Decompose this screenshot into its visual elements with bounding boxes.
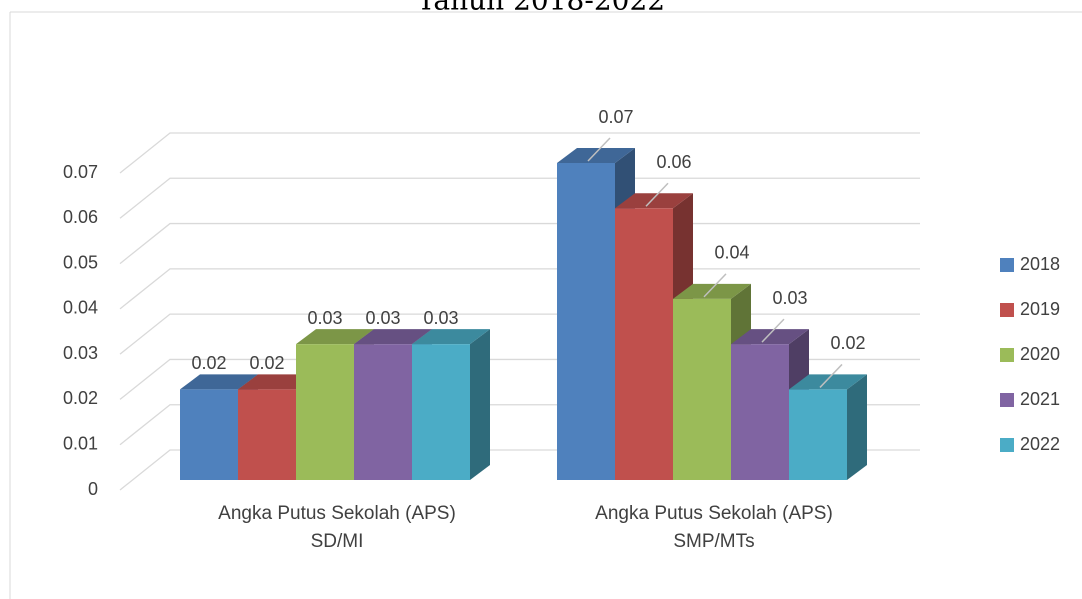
grid-line xyxy=(119,132,920,174)
y-tick-label: 0.07 xyxy=(63,162,98,182)
value-label: 0.02 xyxy=(830,333,865,353)
bar xyxy=(731,344,789,480)
leader-line xyxy=(819,363,843,388)
leader-line xyxy=(703,273,727,298)
value-label: 0.07 xyxy=(598,107,633,127)
value-label: 0.03 xyxy=(307,308,342,328)
legend-label: 2019 xyxy=(1020,299,1060,319)
value-label: 0.02 xyxy=(191,353,226,373)
grid-line xyxy=(119,222,920,265)
legend-label: 2021 xyxy=(1020,389,1060,409)
y-tick-label: 0.05 xyxy=(63,252,98,272)
bar xyxy=(238,389,296,480)
y-tick-label: 0.03 xyxy=(63,343,98,363)
bar xyxy=(615,208,673,481)
value-label: 0.04 xyxy=(714,243,749,263)
bar-side xyxy=(470,329,490,480)
legend-label: 2018 xyxy=(1020,254,1060,274)
value-label: 0.03 xyxy=(772,288,807,308)
bar xyxy=(557,163,615,480)
legend-label: 2020 xyxy=(1020,344,1060,364)
bar-top xyxy=(354,329,432,345)
bar xyxy=(180,389,238,480)
bar-top xyxy=(673,283,751,299)
leader-line xyxy=(761,318,785,343)
legend-swatch xyxy=(1000,393,1014,407)
value-label: 0.02 xyxy=(249,353,284,373)
bar-top xyxy=(789,374,867,390)
legend-swatch xyxy=(1000,438,1014,452)
y-tick-label: 0 xyxy=(88,479,98,499)
y-tick-label: 0.02 xyxy=(63,388,98,408)
leader-line xyxy=(587,137,611,162)
bar-side xyxy=(847,374,867,480)
bar-top xyxy=(412,329,490,345)
legend-swatch xyxy=(1000,258,1014,272)
bar xyxy=(296,344,354,480)
value-label: 0.06 xyxy=(656,152,691,172)
value-label: 0.03 xyxy=(365,308,400,328)
y-tick-label: 0.01 xyxy=(63,433,98,453)
grid-line xyxy=(119,177,920,219)
legend-swatch xyxy=(1000,303,1014,317)
y-tick-label: 0.06 xyxy=(63,207,98,227)
legend-label: 2022 xyxy=(1020,434,1060,454)
bar xyxy=(673,298,731,480)
bar xyxy=(789,389,847,480)
bar-top xyxy=(615,193,693,209)
legend-swatch xyxy=(1000,348,1014,362)
value-label: 0.03 xyxy=(423,308,458,328)
bar-top xyxy=(296,329,374,345)
x-tick-label: Angka Putus Sekolah (APS) SD/MI xyxy=(218,503,456,552)
bar-top xyxy=(180,374,258,390)
x-tick-label: Angka Putus Sekolah (APS) SMP/MTs xyxy=(595,503,833,552)
y-tick-label: 0.04 xyxy=(63,298,98,318)
leader-line xyxy=(645,182,669,207)
chart-title: Tahun 2018-2022 xyxy=(417,0,665,17)
bar xyxy=(412,344,470,480)
bar-top xyxy=(731,329,809,345)
bar xyxy=(354,344,412,480)
bar-top xyxy=(557,148,635,163)
